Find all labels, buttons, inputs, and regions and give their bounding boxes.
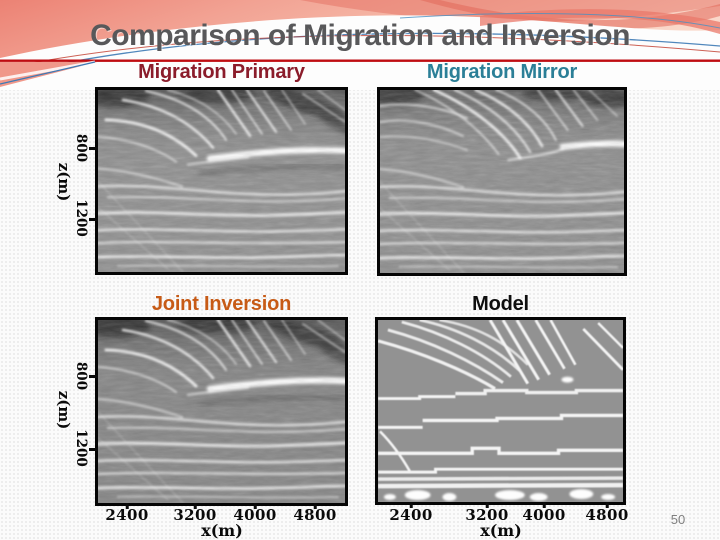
- y-tick-800: [89, 147, 98, 150]
- x-axis-label: x(m): [201, 521, 243, 540]
- x-tick-3200: [485, 502, 489, 508]
- x-tick-2400: [125, 503, 129, 509]
- x-tick-4800: [605, 502, 609, 508]
- y-tick-label-1200: 1200: [73, 429, 89, 467]
- panel-migration-primary-image: 800 1200 z(m): [55, 87, 348, 275]
- x-tick-label-4800: 4800: [585, 506, 629, 524]
- panel-title-migration-primary: Migration Primary: [138, 61, 305, 83]
- panel-joint-inversion-image: 800 1200 z(m) 2400 3200 4000 4800 x(m): [55, 317, 348, 540]
- panel-title-model: Model: [472, 293, 529, 315]
- x-tick-4000: [253, 503, 257, 509]
- y-tick-1200: [89, 218, 98, 221]
- x-tick-4000: [542, 502, 546, 508]
- x-tick-4800: [313, 503, 317, 509]
- x-tick-3200: [193, 503, 197, 509]
- panel-title-migration-mirror: Migration Mirror: [426, 61, 578, 83]
- x-tick-label-2400: 2400: [389, 506, 433, 524]
- y-tick-800: [89, 375, 98, 378]
- panel-model-image: 2400 3200 4000 4800 x(m): [375, 317, 628, 540]
- y-axis-label: z(m): [55, 162, 73, 202]
- x-tick-label-4800: 4800: [293, 506, 337, 524]
- seismic-image-migration-primary: [98, 90, 345, 272]
- y-tick-label-800: 800: [73, 361, 89, 391]
- x-axis-label: x(m): [480, 521, 522, 540]
- seismic-image-joint-inversion: [98, 320, 345, 503]
- page-number: 50: [670, 512, 686, 527]
- y-tick-label-800: 800: [73, 133, 89, 163]
- y-tick-label-1200: 1200: [73, 199, 89, 237]
- header-wave-graphic: [0, 0, 720, 90]
- x-tick-label-4000: 4000: [522, 506, 566, 524]
- x-tick-label-3200: 3200: [173, 506, 217, 524]
- x-tick-2400: [409, 502, 413, 508]
- y-axis-label: z(m): [55, 390, 73, 430]
- panel-migration-mirror-image: [377, 87, 627, 276]
- x-tick-label-3200: 3200: [465, 506, 509, 524]
- y-tick-1200: [89, 448, 98, 451]
- slide-title: Comparison of Migration and Inversion: [90, 19, 630, 52]
- panel-title-joint-inversion: Joint Inversion: [151, 293, 292, 315]
- x-tick-label-4000: 4000: [233, 506, 277, 524]
- model-image: [378, 320, 623, 502]
- seismic-image-migration-mirror: [380, 90, 624, 273]
- x-tick-label-2400: 2400: [105, 506, 149, 524]
